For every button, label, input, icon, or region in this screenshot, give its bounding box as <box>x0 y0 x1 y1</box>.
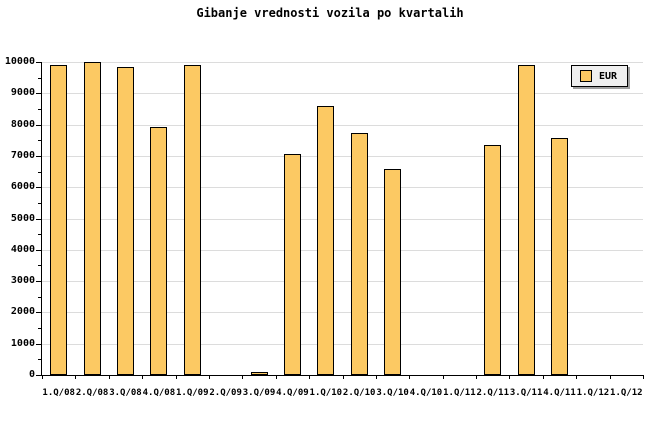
y-axis-major-tick <box>36 155 41 157</box>
y-axis-label: 4000 <box>10 243 35 255</box>
x-axis-tick <box>610 375 611 379</box>
y-axis-major-tick <box>36 249 41 251</box>
y-axis-minor-tick <box>38 77 41 79</box>
bar <box>518 65 535 375</box>
x-axis-tick <box>376 375 377 379</box>
x-axis-tick <box>576 375 577 379</box>
y-axis-major-tick <box>36 343 41 345</box>
legend: EUR <box>571 65 629 87</box>
x-axis-tick <box>209 375 210 379</box>
x-axis-label: 4.Q/08 <box>142 388 176 398</box>
y-axis-major-tick <box>36 375 41 376</box>
x-axis-tick <box>343 375 344 379</box>
gridline <box>42 62 643 63</box>
x-axis-tick <box>142 375 143 379</box>
x-axis-tick <box>75 375 76 379</box>
x-axis-label: 2.Q/08 <box>75 388 109 398</box>
bar <box>150 127 167 375</box>
gridline <box>42 343 643 345</box>
y-axis-label: 3000 <box>10 275 35 287</box>
gridline <box>42 187 643 189</box>
y-axis-major-tick <box>36 312 41 314</box>
chart-title: Gibanje vrednosti vozila po kvartalih <box>196 6 464 20</box>
gridline <box>42 312 643 314</box>
bar <box>117 67 134 375</box>
y-axis-major-tick <box>36 281 41 283</box>
x-axis-label: 4.Q/10 <box>409 388 443 398</box>
y-axis-label: 7000 <box>10 149 35 161</box>
y-axis-minor-tick <box>38 108 41 110</box>
x-axis-tick <box>176 375 177 379</box>
y-axis-minor-tick <box>38 171 41 173</box>
x-axis-label: 2.Q/10 <box>342 388 376 398</box>
bar <box>184 65 201 375</box>
x-axis-label: 1.Q/08 <box>42 388 75 398</box>
x-axis-label: 4.Q/11 <box>543 388 576 398</box>
y-axis-major-tick <box>36 124 41 126</box>
gridline <box>42 93 643 95</box>
x-axis-tick <box>242 375 243 379</box>
bar <box>484 145 501 375</box>
y-axis-major-tick <box>36 93 41 95</box>
y-axis-label: 5000 <box>10 212 35 224</box>
x-axis-label: 1.Q/11 <box>443 388 476 398</box>
x-axis-label: 2.Q/09 <box>209 388 242 398</box>
y-axis-label: 9000 <box>10 87 35 99</box>
x-axis-tick <box>543 375 544 379</box>
bar <box>317 106 334 375</box>
gridline <box>42 155 643 157</box>
bar <box>384 169 401 375</box>
legend-label: EUR <box>599 70 618 82</box>
y-axis-label: 10000 <box>4 56 35 67</box>
gridline <box>42 124 643 126</box>
x-axis-label: 1.Q/09 <box>175 388 209 398</box>
x-axis-tick <box>643 375 644 379</box>
y-axis-minor-tick <box>38 234 41 236</box>
y-axis-major-tick <box>36 187 41 189</box>
y-axis-minor-tick <box>38 265 41 267</box>
y-axis-label: 2000 <box>10 306 35 318</box>
x-axis-tick <box>509 375 510 379</box>
bar <box>351 133 368 375</box>
y-axis-major-tick <box>36 62 41 63</box>
bar <box>284 154 301 375</box>
bar <box>251 372 268 375</box>
gridline <box>42 249 643 251</box>
x-axis-tick <box>309 375 310 379</box>
bar <box>551 138 568 375</box>
gridline <box>42 281 643 283</box>
bar <box>84 62 101 375</box>
x-axis-tick <box>443 375 444 379</box>
y-axis-label: 0 <box>28 369 35 380</box>
y-axis-minor-tick <box>38 202 41 204</box>
y-axis-minor-tick <box>38 328 41 330</box>
y-axis-major-tick <box>36 218 41 220</box>
legend-swatch-icon <box>580 70 592 82</box>
y-axis-minor-tick <box>38 140 41 142</box>
x-axis-tick <box>42 375 43 379</box>
y-axis-label: 6000 <box>10 181 35 193</box>
bar <box>50 65 67 375</box>
x-axis-tick <box>276 375 277 379</box>
plot-area: 0 1000 2000 3000 4000 5000 6000 7000 8000 9000 100… <box>5 56 644 398</box>
x-axis-label: 1.Q/10 <box>309 388 343 398</box>
y-axis-label: 8000 <box>10 118 35 130</box>
x-axis-label: 1.Q/12 <box>610 388 643 398</box>
x-axis-tick <box>409 375 410 379</box>
x-axis-label: 3.Q/11 <box>509 388 543 398</box>
x-axis-label: 3.Q/08 <box>109 388 142 398</box>
x-axis-label: 2.Q/11 <box>476 388 510 398</box>
x-axis-label: 3.Q/10 <box>376 388 409 398</box>
x-axis-label: 1.Q/12 <box>576 388 610 398</box>
y-axis-minor-tick <box>38 296 41 298</box>
x-axis-tick <box>476 375 477 379</box>
gridline <box>42 218 643 220</box>
x-axis-tick <box>109 375 110 379</box>
y-axis-minor-tick <box>38 359 41 361</box>
x-axis-label: 4.Q/09 <box>276 388 309 398</box>
x-axis-label: 3.Q/09 <box>242 388 276 398</box>
y-axis-label: 1000 <box>10 337 35 349</box>
